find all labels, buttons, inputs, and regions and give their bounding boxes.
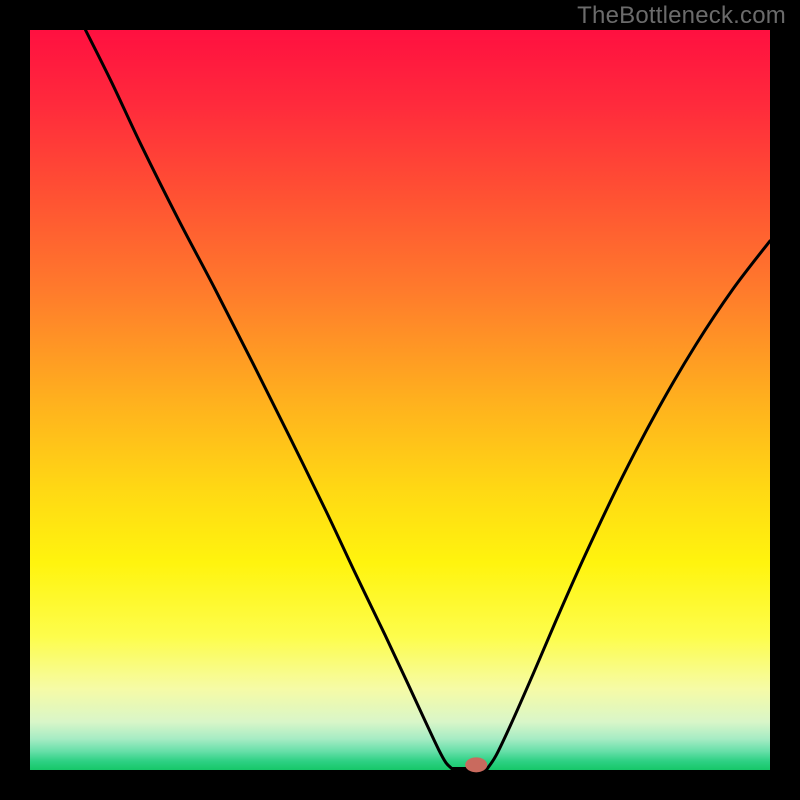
watermark-source-label: TheBottleneck.com — [577, 2, 786, 30]
bottleneck-marker — [465, 757, 487, 772]
curve-right-branch — [487, 241, 770, 769]
curve-left-branch — [86, 30, 452, 769]
bottleneck-curve-chart — [0, 0, 800, 800]
